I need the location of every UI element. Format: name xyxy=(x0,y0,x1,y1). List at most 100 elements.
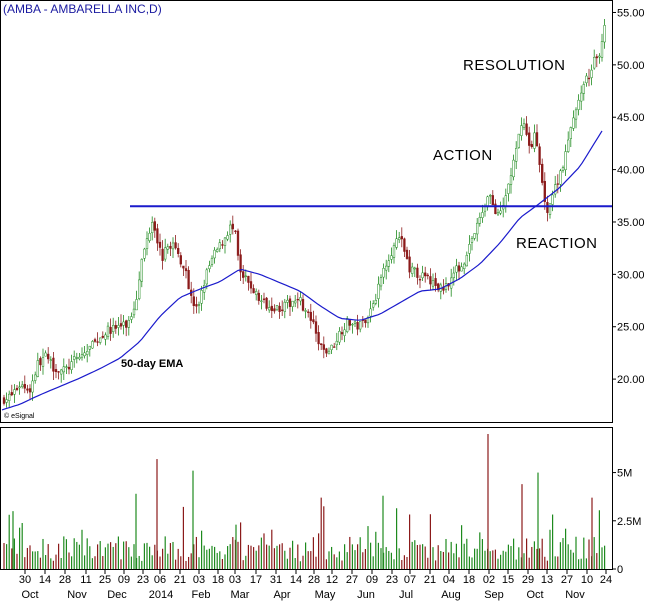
candle xyxy=(400,227,403,248)
candle xyxy=(372,300,375,311)
candle xyxy=(333,342,336,348)
candle xyxy=(377,276,380,308)
candle xyxy=(119,314,123,330)
candle xyxy=(80,347,84,361)
candle xyxy=(509,167,513,194)
candle xyxy=(260,294,263,310)
candle xyxy=(86,343,89,363)
candle xyxy=(325,347,328,358)
candle xyxy=(296,292,299,309)
candle xyxy=(205,267,208,290)
candle xyxy=(395,230,398,250)
x-month-label: Nov xyxy=(67,589,87,601)
candle xyxy=(166,243,169,254)
price-tick-label: 55.00 xyxy=(617,7,645,19)
candle xyxy=(203,279,206,300)
candle xyxy=(301,294,305,312)
price-tick-label: 45.00 xyxy=(617,112,645,124)
x-day-label: 23 xyxy=(386,574,398,586)
candle xyxy=(413,266,416,278)
candle xyxy=(34,371,37,384)
candle xyxy=(343,323,346,343)
candle xyxy=(249,272,253,294)
candle xyxy=(470,235,474,251)
candle xyxy=(101,331,104,339)
candle xyxy=(533,124,536,153)
candle xyxy=(489,193,492,204)
x-day-label: 04 xyxy=(443,574,455,586)
candle xyxy=(41,348,45,375)
candle xyxy=(387,254,390,273)
candle xyxy=(369,300,372,323)
candle xyxy=(213,247,216,264)
candle xyxy=(273,304,276,314)
candle xyxy=(546,195,549,222)
candle xyxy=(327,347,331,355)
candle xyxy=(36,352,39,378)
candle xyxy=(437,282,440,293)
candle xyxy=(192,288,195,314)
candle xyxy=(44,350,47,357)
candle xyxy=(265,297,268,311)
candle xyxy=(320,343,323,350)
candle xyxy=(314,315,318,342)
candle xyxy=(307,309,310,318)
candle xyxy=(504,188,507,213)
candle xyxy=(385,259,388,280)
volume-bars xyxy=(3,434,606,569)
candle xyxy=(520,117,523,141)
price-tick-label: 20.00 xyxy=(617,374,645,386)
candle xyxy=(421,265,424,281)
candle xyxy=(439,282,442,300)
x-axis-months: Oct Nov Dec 2014 Feb Mar Apr May Jun Jul Aug Sep Oct… xyxy=(21,589,585,601)
candle xyxy=(200,285,203,311)
x-day-label: 10 xyxy=(581,574,593,586)
candle xyxy=(359,320,362,333)
x-day-label: 27 xyxy=(346,574,358,586)
candle xyxy=(2,394,6,406)
candle xyxy=(138,271,141,301)
candle xyxy=(229,220,232,243)
candle xyxy=(140,258,143,288)
candle xyxy=(507,183,510,202)
candle xyxy=(478,212,481,227)
candle xyxy=(416,263,419,285)
candle xyxy=(294,294,297,308)
candle xyxy=(411,262,414,278)
x-day-label: 21 xyxy=(424,574,436,586)
candle xyxy=(595,54,598,68)
x-day-label: 28 xyxy=(59,574,71,586)
x-day-label: 12 xyxy=(326,574,338,586)
candle xyxy=(216,247,219,253)
candle xyxy=(156,223,159,251)
candle xyxy=(429,268,432,291)
candle xyxy=(465,251,468,267)
candle xyxy=(593,49,596,70)
candle xyxy=(288,295,292,317)
price-tick-label: 30.00 xyxy=(617,269,645,281)
x-day-label: 24 xyxy=(600,574,612,586)
candle xyxy=(114,320,117,334)
candle xyxy=(390,247,393,264)
candle xyxy=(234,229,237,235)
x-day-label: 18 xyxy=(463,574,475,586)
candle xyxy=(57,371,60,380)
candle xyxy=(242,265,245,284)
candle xyxy=(26,384,29,394)
candle xyxy=(195,296,198,314)
candle xyxy=(210,255,214,267)
candle xyxy=(161,240,164,270)
candle xyxy=(23,375,26,394)
candle xyxy=(169,241,172,257)
candle xyxy=(208,260,211,273)
candle xyxy=(473,233,476,241)
candle xyxy=(374,293,377,306)
candle xyxy=(182,265,185,276)
candle xyxy=(434,272,437,292)
candle xyxy=(221,240,224,249)
candle xyxy=(252,284,255,294)
candle xyxy=(502,197,505,218)
candle xyxy=(291,300,294,312)
candle xyxy=(585,72,588,87)
candle xyxy=(21,380,24,389)
